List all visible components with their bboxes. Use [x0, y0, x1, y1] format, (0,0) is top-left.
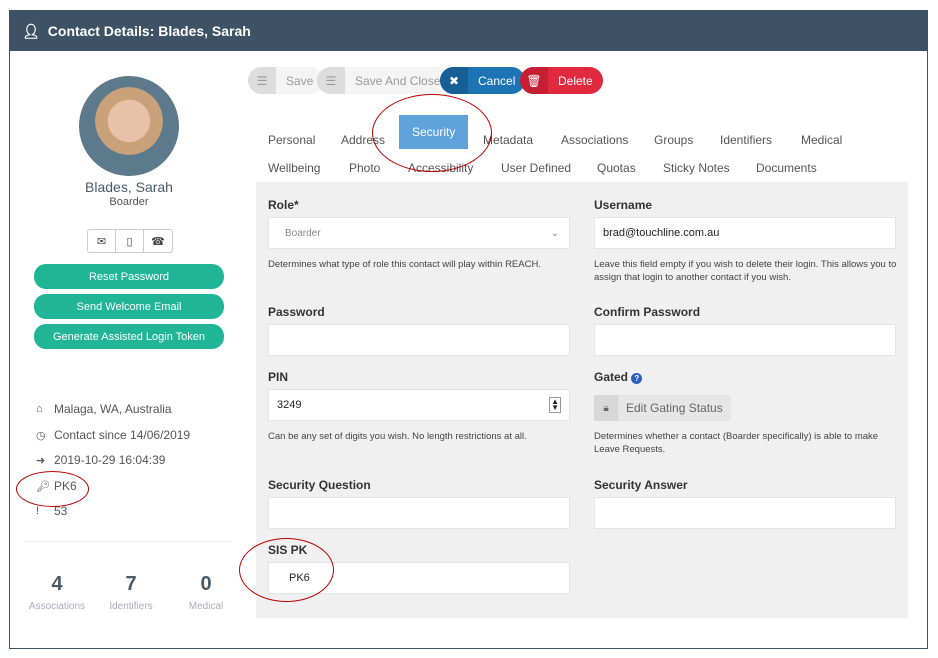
security-answer-label: Security Answer: [594, 478, 688, 492]
help-icon[interactable]: ?: [631, 373, 643, 384]
trash-icon: 🗑︎: [520, 67, 548, 94]
mobile-icon[interactable]: ▯: [116, 230, 144, 252]
database-icon: ☰: [248, 67, 276, 94]
contact-details-window: 👤︎ Contact Details: Blades, Sarah Blades…: [9, 10, 928, 649]
stat-label: Medical: [188, 601, 224, 612]
spinner-icon[interactable]: ▲ ▼: [549, 397, 561, 413]
tab-quotas[interactable]: Quotas: [597, 161, 636, 175]
id-text: 53: [54, 504, 68, 518]
role-help: Determines what type of role this contac…: [268, 259, 541, 270]
phone-icon[interactable]: ☎: [151, 235, 165, 248]
security-form: Role* Boarder ⌄ Determines what type of r…: [256, 182, 908, 618]
location: ⌂ Malaga, WA, Australia: [36, 402, 172, 416]
role-select[interactable]: Boarder ⌄: [268, 217, 570, 249]
tab-user-defined[interactable]: User Defined: [501, 161, 572, 175]
contact-buttons: ✉ ▯ ☎: [87, 229, 173, 253]
username-value: brad@touchline.com.au: [603, 227, 720, 239]
stat-value: 4: [51, 573, 63, 595]
cancel-button[interactable]: ✖ Cancel: [440, 67, 526, 94]
gated-text: Gated: [594, 370, 629, 384]
generate-token-button[interactable]: Generate Assisted Login Token: [34, 324, 224, 349]
contact-id: ! 53: [36, 504, 67, 518]
database-icon: ☰: [317, 67, 345, 94]
email-icon[interactable]: ✉: [88, 230, 116, 252]
tab-identifiers[interactable]: Identifiers: [720, 133, 773, 147]
stats: 4 Associations 7 Identifiers 0 Medical: [22, 573, 241, 614]
annotation-circle: [372, 94, 492, 172]
role-value: Boarder: [285, 227, 321, 239]
gated-help: Determines whether a contact (Boarder sp…: [594, 431, 879, 455]
pin-value: 3249: [277, 399, 302, 411]
stat-label: Associations: [28, 601, 86, 612]
save-label: Save: [286, 73, 314, 88]
tab-photo[interactable]: Photo: [349, 161, 381, 175]
pin-input[interactable]: 3249 ▲ ▼: [268, 389, 570, 421]
stat-medical[interactable]: 0 Medical: [171, 573, 241, 614]
stat-label: Identifiers: [109, 601, 153, 612]
username-input[interactable]: brad@touchline.com.au: [594, 217, 896, 249]
gated-button-label: Edit Gating Status: [626, 401, 723, 415]
avatar: [79, 76, 179, 176]
user-icon: 👤︎: [22, 22, 40, 39]
title-bar: 👤︎ Contact Details: Blades, Sarah: [10, 11, 927, 51]
divider: [26, 541, 232, 542]
delete-button[interactable]: 🗑︎ Delete: [520, 67, 603, 94]
save-and-close-button[interactable]: ☰ Save And Close: [317, 67, 451, 94]
password-input[interactable]: [268, 324, 570, 356]
security-question-label: Security Question: [268, 478, 371, 492]
tab-medical[interactable]: Medical: [801, 133, 843, 147]
reset-password-button[interactable]: Reset Password: [34, 264, 224, 289]
tab-personal[interactable]: Personal: [268, 133, 316, 147]
annotation-circle: [16, 471, 89, 507]
security-answer-input[interactable]: [594, 497, 896, 529]
cancel-label: Cancel: [478, 73, 516, 88]
delete-label: Delete: [558, 73, 593, 88]
send-welcome-email-button[interactable]: Send Welcome Email: [34, 294, 224, 319]
tab-metadata[interactable]: Metadata: [483, 133, 534, 147]
home-icon: ⌂: [36, 403, 43, 415]
gated-label: Gated ?: [594, 370, 643, 384]
tab-associations[interactable]: Associations: [561, 133, 629, 147]
security-question-input[interactable]: [268, 497, 570, 529]
edit-gating-button[interactable]: 🔒︎ Edit Gating Status: [594, 395, 731, 421]
close-icon: ✖: [440, 67, 468, 94]
stat-value: 7: [125, 573, 137, 595]
stat-value: 0: [200, 573, 212, 595]
sign-in-icon: ➜: [36, 454, 46, 467]
contact-since-text: Contact since 14/06/2019: [54, 428, 191, 442]
password-label: Password: [268, 305, 325, 319]
location-text: Malaga, WA, Australia: [54, 402, 172, 416]
username-label: Username: [594, 198, 653, 212]
last-login: ➜ 2019-10-29 16:04:39: [36, 453, 165, 467]
save-close-label: Save And Close: [355, 73, 441, 88]
tab-wellbeing[interactable]: Wellbeing: [268, 161, 321, 175]
tab-groups[interactable]: Groups: [654, 133, 694, 147]
exclamation-icon: !: [36, 505, 40, 517]
contact-name: Blades, Sarah: [85, 179, 173, 195]
username-help: Leave this field empty if you wish to de…: [594, 259, 897, 283]
pin-label: PIN: [268, 370, 289, 384]
confirm-password-label: Confirm Password: [594, 305, 701, 319]
contact-since: ◷ Contact since 14/06/2019: [36, 428, 190, 442]
stat-associations[interactable]: 4 Associations: [22, 573, 92, 614]
save-button[interactable]: ☰ Save: [248, 67, 324, 94]
window-title: Contact Details: Blades, Sarah: [47, 23, 251, 39]
contact-role: Boarder: [109, 196, 149, 208]
lock-icon: 🔒︎: [594, 395, 618, 421]
pin-help: Can be any set of digits you wish. No le…: [268, 431, 527, 442]
confirm-password-input[interactable]: [594, 324, 896, 356]
role-label: Role*: [268, 198, 299, 212]
annotation-circle: [239, 538, 334, 602]
chevron-down-icon: ⌄: [550, 227, 559, 239]
stat-identifiers[interactable]: 7 Identifiers: [96, 573, 166, 614]
tab-documents[interactable]: Documents: [756, 161, 817, 175]
clock-icon: ◷: [36, 429, 46, 442]
tab-sticky-notes[interactable]: Sticky Notes: [663, 161, 730, 175]
last-login-text: 2019-10-29 16:04:39: [54, 453, 166, 467]
